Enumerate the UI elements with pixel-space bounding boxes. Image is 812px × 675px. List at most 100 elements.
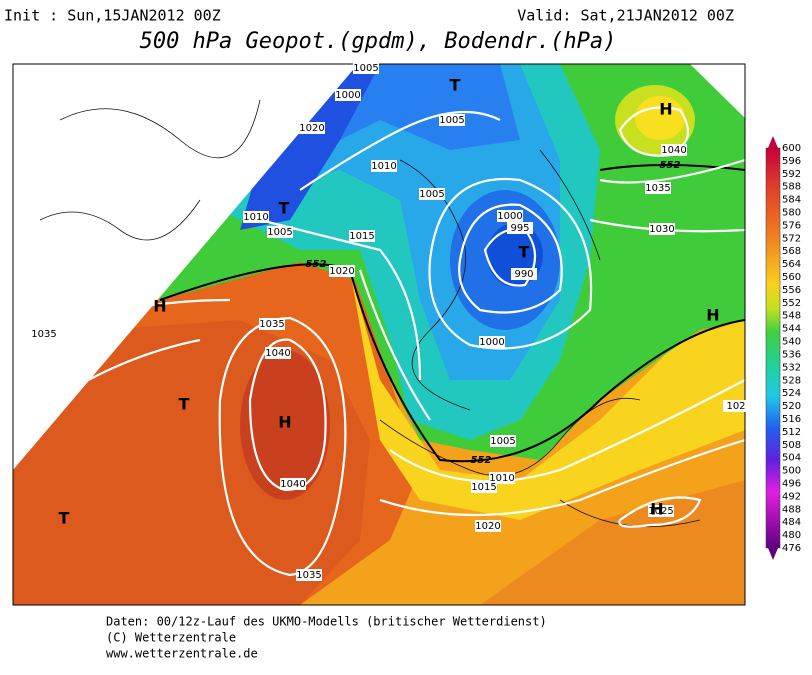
colorbar-label: 560 [782, 272, 801, 283]
isobar-label: 1035 [645, 183, 670, 194]
isobar-label: 1010 [243, 212, 268, 223]
isobar-label: 1025 [648, 506, 673, 517]
colorbar-label: 556 [782, 285, 801, 296]
footer-line: www.wetterzentrale.de [106, 647, 258, 661]
colorbar-label: 600 [782, 143, 801, 154]
label-box [371, 160, 397, 172]
isobar-label: 1040 [265, 348, 290, 359]
colorbar-label: 512 [782, 427, 801, 438]
pressure-center: T [519, 243, 530, 262]
isobar-label: 990 [514, 269, 533, 280]
pressure-center: H [650, 500, 663, 519]
label-box [475, 520, 501, 532]
isobar-label: 1015 [349, 231, 374, 242]
pressure-center: H [706, 306, 719, 325]
isobar-label: 1030 [649, 224, 674, 235]
label-box [648, 505, 674, 517]
label-box [723, 400, 749, 412]
isobar-label: 1020 [475, 521, 500, 532]
label-box [259, 318, 285, 330]
label-box [243, 211, 269, 223]
colorbar-label: 552 [782, 298, 801, 309]
colorbar-label: 516 [782, 414, 801, 425]
colorbar-label: 572 [782, 233, 801, 244]
isobar-label: 1005 [490, 436, 515, 447]
colorbar-label: 504 [782, 453, 801, 464]
isobar-label: 1040 [661, 145, 686, 156]
isobar-label: 1040 [280, 479, 305, 490]
label-box [649, 223, 675, 235]
colorbar-label: 564 [782, 259, 801, 270]
label-box [329, 265, 355, 277]
map-labels: 1005100010201005101010051000995990101010… [31, 62, 749, 581]
isobar-label: 1015 [471, 482, 496, 493]
label-box [353, 62, 379, 74]
isobar-label: 1000 [479, 337, 504, 348]
colorbar-label: 500 [782, 466, 801, 477]
pressure-center: H [659, 100, 672, 119]
colorbar-label: 568 [782, 246, 801, 257]
isobar-label: 1005 [353, 63, 378, 74]
colorbar-label: 548 [782, 311, 801, 322]
colorbar-label: 544 [782, 324, 801, 335]
height-label: 552 [471, 455, 492, 466]
label-box [507, 222, 533, 234]
colorbar-label: 496 [782, 478, 801, 489]
label-box [419, 188, 445, 200]
colorbar-label: 488 [782, 504, 801, 515]
map-field [13, 64, 745, 605]
label-box [296, 569, 322, 581]
isobar-label: 1000 [497, 211, 522, 222]
pressure-center: T [450, 76, 461, 95]
height-label: 552 [660, 160, 681, 171]
isobar-label: 1010 [489, 473, 514, 484]
isobar-label: 1035 [296, 570, 321, 581]
colorbar-label: 580 [782, 208, 801, 219]
colorbar-label: 540 [782, 337, 801, 348]
colorbar-label: 524 [782, 388, 801, 399]
height-label: 552 [306, 259, 327, 270]
label-box [349, 230, 375, 242]
label-box [511, 268, 537, 280]
isobar-label: 1005 [419, 189, 444, 200]
pressure-center: T [279, 199, 290, 218]
colorbar-label: 588 [782, 182, 801, 193]
isobar-label: 1035 [259, 319, 284, 330]
isobar-label: 1005 [439, 115, 464, 126]
label-box [299, 122, 325, 134]
isobar-label: 1035 [31, 329, 56, 340]
map-title: 500 hPa Geopot.(gpdm), Bodendr.(hPa) [140, 29, 617, 54]
colorbar-label: 508 [782, 440, 801, 451]
colorbar-label: 492 [782, 491, 801, 502]
footer-line: (C) Wetterzentrale [106, 631, 236, 645]
label-box [439, 114, 465, 126]
valid-time: Valid: Sat,21JAN2012 00Z [517, 7, 734, 25]
colorbar-label: 536 [782, 349, 801, 360]
label-box [335, 89, 361, 101]
colorbar-label: 596 [782, 156, 801, 167]
init-time: Init : Sun,15JAN2012 00Z [4, 7, 221, 25]
colorbar-label: 528 [782, 375, 801, 386]
label-box [471, 481, 497, 493]
colorbar-label: 520 [782, 401, 801, 412]
label-box [645, 182, 671, 194]
isobar-label: 1010 [371, 161, 396, 172]
label-box [661, 144, 687, 156]
footer-line: Daten: 00/12z-Lauf des UKMO-Modells (bri… [106, 615, 547, 629]
pressure-center: H [153, 297, 166, 316]
label-box [265, 347, 291, 359]
pressure-center: T [179, 395, 190, 414]
colorbar-label: 576 [782, 220, 801, 231]
isobar-label: 1020 [329, 266, 354, 277]
isobar-label: 1020 [299, 123, 324, 134]
isobar-label: 1000 [335, 90, 360, 101]
colorbar-label: 480 [782, 530, 801, 541]
label-box [267, 226, 293, 238]
colorbar-label: 584 [782, 195, 801, 206]
label-box [280, 478, 306, 490]
isobar-label: 102 [726, 401, 745, 412]
colorbar-label: 484 [782, 517, 801, 528]
pressure-center: T [59, 509, 70, 528]
